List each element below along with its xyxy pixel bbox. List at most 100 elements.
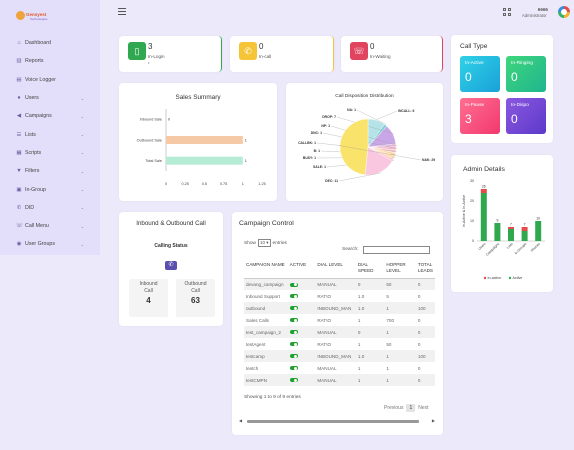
next-button[interactable]: Next: [418, 405, 429, 411]
menu-toggle-icon[interactable]: [118, 8, 126, 15]
sidebar-item-scripts[interactable]: ▦ Scripts ⌄: [0, 144, 100, 162]
column-header[interactable]: DIAL LEVEL: [315, 260, 356, 279]
scroll-right-icon[interactable]: ▶: [431, 418, 435, 423]
slice-label: NP: 1: [321, 124, 330, 128]
company-logo[interactable]: Gensyest Technologies: [16, 11, 48, 23]
bar-active[interactable]: [508, 229, 514, 241]
toggle-switch[interactable]: [289, 354, 298, 359]
sidebar-item-label: Scripts: [25, 149, 42, 156]
active-toggle[interactable]: [287, 302, 316, 314]
bar[interactable]: [166, 156, 243, 165]
toggle-switch[interactable]: [289, 282, 298, 287]
table-cell: 700: [386, 317, 394, 323]
in-active-box[interactable]: In-Active 0: [460, 56, 500, 92]
sidebar-item-call-menu[interactable]: ☏ Call Menu ⌄: [0, 217, 100, 235]
legend-label[interactable]: In-active: [488, 276, 502, 280]
user-name[interactable]: 6666: [537, 7, 548, 12]
bar-inactive[interactable]: [521, 227, 528, 231]
admin-details-chart: 30 20 10 0 In-Active & In-Active 26 Users 9 Camp…: [462, 179, 545, 280]
search-input[interactable]: [363, 246, 430, 254]
sidebar-item-users[interactable]: ● Users ⌄: [0, 89, 100, 107]
active-toggle[interactable]: [287, 278, 316, 290]
bar-inactive[interactable]: [508, 227, 514, 229]
x-tick-label: 0.75: [220, 182, 227, 186]
sidebar-item-in-group[interactable]: ▣ In-Group ⌄: [0, 180, 100, 198]
column-header[interactable]: CAMPAIGN NAME: [244, 260, 288, 279]
sidebar-item-campaigns[interactable]: ◀ Campaigns ⌄: [0, 107, 100, 125]
bar-active[interactable]: [535, 221, 542, 241]
toggle-switch[interactable]: [289, 318, 298, 323]
in-pause-box[interactable]: In-Pause 3: [460, 98, 500, 134]
stat-label: In-call: [259, 54, 272, 59]
card-title: Inbound & Outbound Call: [136, 220, 206, 227]
bar-inactive[interactable]: [480, 189, 487, 193]
table-cell: 0: [417, 293, 421, 299]
table-cell: 100: [415, 302, 435, 314]
bar-active[interactable]: [480, 193, 487, 241]
toggle-switch[interactable]: [289, 330, 298, 335]
table-cell: Sales Calls: [246, 317, 269, 323]
sidebar-item-voice-logger[interactable]: ▤ Voice Logger: [0, 71, 100, 89]
script-icon: ▦: [16, 149, 22, 156]
chevron-down-icon: ⌄: [80, 150, 84, 156]
legend-marker: [483, 276, 487, 280]
column-header[interactable]: DIAL SPEED: [355, 260, 385, 279]
sidebar-item-dashboard[interactable]: ⌂ Dashboard: [0, 34, 100, 52]
bar[interactable]: [166, 136, 243, 144]
table-info: Showing 1 to 9 of 9 entries: [244, 395, 301, 400]
scrollbar-thumb[interactable]: [247, 420, 419, 423]
sidebar-item-reports[interactable]: ▥ Reports: [0, 52, 100, 70]
inbound-outbound-card: Inbound & Outbound Call Calling Status ✆…: [119, 212, 223, 326]
sidebar-item-label: Reports: [25, 58, 44, 65]
legend-label[interactable]: Active: [513, 276, 523, 280]
topbar: 6666 Administrator: [100, 0, 574, 26]
apps-grid-icon[interactable]: [503, 8, 511, 16]
scroll-left-icon[interactable]: ◀: [239, 418, 243, 423]
active-toggle[interactable]: [288, 338, 316, 350]
table-cell: Inbound Support: [246, 293, 280, 299]
sidebar-item-filters[interactable]: ▼ Filters ⌄: [0, 162, 100, 180]
x-tick-label: Phones: [530, 242, 541, 253]
horizontal-scrollbar[interactable]: ◀ ▶: [239, 418, 435, 424]
sidebar-item-did[interactable]: ✆ DID ⌄: [0, 199, 100, 217]
table-cell: testCMPN: [244, 374, 288, 386]
chart-title: Sales Summary: [175, 94, 221, 101]
active-toggle[interactable]: [287, 350, 316, 362]
active-toggle[interactable]: [288, 314, 316, 326]
search-label: Search:: [342, 247, 359, 252]
column-header[interactable]: TOTAL LEADS: [415, 260, 435, 279]
pie-slice[interactable]: [339, 118, 369, 176]
legend-marker: [508, 276, 512, 280]
active-toggle[interactable]: [287, 326, 316, 338]
entries-select[interactable]: 10 ▾: [258, 239, 271, 247]
in-dispo-box[interactable]: In-Dispo 0: [506, 98, 546, 134]
stat-label: In-Waiting: [370, 54, 391, 59]
toggle-switch[interactable]: [289, 306, 298, 311]
previous-button[interactable]: Previous: [384, 405, 404, 411]
active-toggle[interactable]: [288, 362, 316, 374]
active-toggle[interactable]: [287, 374, 316, 386]
column-header[interactable]: HOPPER LEVEL: [384, 260, 416, 279]
entries-label: entries: [272, 240, 287, 246]
sidebar-item-user-groups[interactable]: ◉ User Groups ⌄: [0, 235, 100, 253]
active-toggle[interactable]: [288, 290, 316, 302]
toggle-switch[interactable]: [289, 366, 298, 371]
toggle-switch[interactable]: [289, 294, 298, 299]
page-button[interactable]: 1: [406, 404, 416, 412]
sidebar-item-lists[interactable]: ☰ Lists ⌄: [0, 125, 100, 143]
avatar[interactable]: [558, 6, 570, 18]
box-label: In-Dispo: [511, 103, 529, 108]
toggle-switch[interactable]: [289, 378, 298, 383]
column-header[interactable]: ACTIVE: [287, 260, 316, 279]
x-tick-label: 0.5: [202, 182, 207, 186]
in-ringing-box[interactable]: In-Ringing 0: [506, 56, 546, 92]
toggle-switch[interactable]: [289, 342, 298, 347]
phone-icon: ✆: [165, 261, 177, 270]
bar-active[interactable]: [494, 223, 501, 241]
box-value: 3: [465, 112, 472, 126]
stat-card-in-waiting: ☏ 0 In-Waiting: [341, 36, 443, 72]
inbound-call-box: Inbound Call 4: [129, 279, 168, 317]
bar-active[interactable]: [521, 231, 528, 241]
user-role: Administrator: [522, 13, 547, 18]
sidebar-item-label: In-Group: [25, 186, 46, 193]
